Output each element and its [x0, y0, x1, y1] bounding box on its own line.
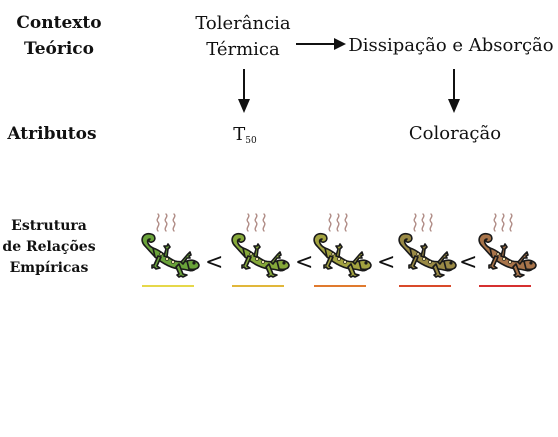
attribute-coloracao: Coloração [408, 123, 502, 144]
heat-waves-icon [323, 213, 353, 233]
arrow-down-icon [238, 69, 250, 113]
label-estrutura-relacoes: Estrutura de Relações Empíricas [0, 216, 98, 279]
arrow-down-icon [448, 69, 460, 113]
lizard-icon [394, 230, 458, 284]
less-than-symbol: < [295, 250, 314, 275]
color-indicator-bar [142, 285, 194, 287]
label-estrutura-line1: Estrutura [11, 218, 87, 234]
label-estrutura-line3: Empíricas [9, 260, 89, 276]
color-indicator-bar [314, 285, 366, 287]
lizard-icon [309, 230, 373, 284]
concept-tolerancia-line2: Térmica [206, 39, 280, 60]
less-than-symbol: < [205, 250, 224, 275]
t50-subscript: 50 [245, 136, 257, 146]
concept-dissipacao-absorcao: Dissipação e Absorção [348, 35, 554, 56]
color-indicator-bar [479, 285, 531, 287]
heat-waves-icon [408, 213, 438, 233]
less-than-symbol: < [459, 250, 478, 275]
heat-waves-icon [241, 213, 271, 233]
heat-waves-icon [488, 213, 518, 233]
label-contexto-line2: Teórico [24, 39, 94, 59]
concept-tolerancia-line1: Tolerância [195, 13, 291, 34]
label-atributos: Atributos [7, 124, 97, 144]
color-indicator-bar [232, 285, 284, 287]
attribute-t50: T50 [215, 122, 275, 154]
arrow-right-icon [296, 38, 346, 50]
label-contexto-teorico: Contexto Teórico [4, 10, 114, 62]
label-estrutura-line2: de Relações [2, 239, 96, 255]
lizard-icon [227, 230, 291, 284]
color-indicator-bar [399, 285, 451, 287]
t50-main: T [233, 124, 246, 145]
heat-waves-icon [151, 213, 181, 233]
less-than-symbol: < [377, 250, 396, 275]
label-contexto-line1: Contexto [16, 13, 102, 33]
concept-tolerancia-termica: Tolerância Térmica [178, 11, 308, 63]
lizard-icon [137, 230, 201, 284]
lizard-icon [474, 230, 538, 284]
